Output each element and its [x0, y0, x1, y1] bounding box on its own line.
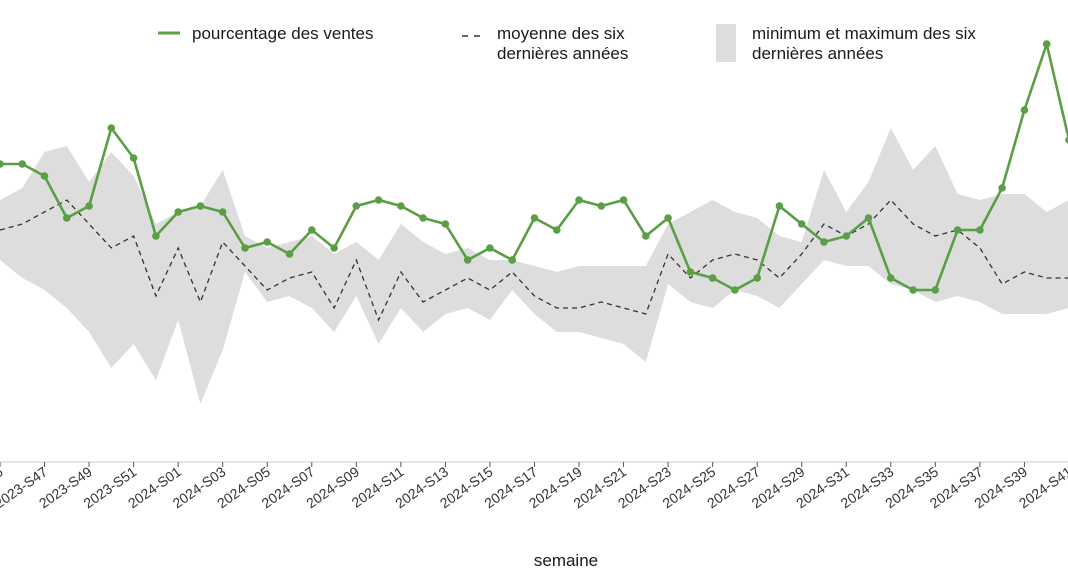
- sales-point: [1020, 106, 1029, 114]
- sales-point: [864, 214, 873, 222]
- sales-point: [285, 250, 294, 258]
- sales-point: [85, 202, 93, 210]
- sales-point: [18, 160, 27, 168]
- min-max-band-layer: [0, 128, 1068, 404]
- sales-point: [152, 232, 160, 240]
- legend-label-sales: pourcentage des ventes: [192, 24, 374, 43]
- sales-point: [441, 220, 450, 228]
- sales-point: [0, 160, 4, 168]
- sales-point: [374, 196, 383, 204]
- sales-point: [63, 214, 71, 222]
- sales-point: [575, 196, 583, 204]
- sales-point: [419, 214, 427, 222]
- sales-point: [508, 256, 516, 264]
- legend-swatch-band: [716, 24, 736, 62]
- sales-point: [664, 214, 672, 222]
- legend-label-band: minimum et maximum des six dernières ann…: [752, 24, 976, 63]
- sales-point: [820, 238, 828, 246]
- sales-point: [931, 286, 940, 294]
- sales-point: [330, 244, 338, 252]
- sales-point: [597, 202, 606, 210]
- sales-point: [775, 202, 784, 210]
- legend-item-sales: pourcentage des ventes: [156, 24, 373, 44]
- legend-item-mean: moyenne des six dernières années: [460, 24, 677, 64]
- x-axis: 2023-S452023-S472023-S492023-S512024-S01…: [0, 461, 1068, 511]
- sales-point: [686, 268, 695, 276]
- mean-line-layer: [0, 199, 1068, 322]
- mean-series-line: [0, 199, 1068, 322]
- x-axis-title: semaine: [534, 551, 598, 570]
- legend-label-mean: moyenne des six dernières années: [497, 24, 629, 63]
- sales-point: [263, 238, 272, 246]
- sales-point: [797, 220, 806, 228]
- sales-point: [196, 202, 205, 210]
- sales-line-layer: [0, 40, 1068, 294]
- sales-point: [731, 286, 739, 294]
- legend-swatch-sales: [158, 31, 180, 35]
- min-max-band: [0, 128, 1068, 404]
- sales-point: [530, 214, 539, 222]
- sales-point: [218, 208, 227, 216]
- sales-series-line: [0, 42, 1068, 292]
- sales-point: [909, 286, 917, 294]
- sales-point: [998, 184, 1006, 192]
- sales-point: [129, 154, 138, 162]
- sales-point: [463, 256, 472, 264]
- sales-point: [708, 274, 717, 282]
- sales-point: [308, 226, 316, 234]
- sales-point: [642, 232, 650, 240]
- sales-point: [1065, 136, 1068, 144]
- sales-point: [107, 124, 116, 132]
- legend-item-band: minimum et maximum des six dernières ann…: [716, 24, 1012, 64]
- sales-point: [842, 232, 851, 240]
- legend-swatch-mean: [462, 35, 484, 37]
- sales-point: [40, 172, 49, 180]
- sales-point: [352, 202, 361, 210]
- sales-point: [887, 274, 895, 282]
- sales-point: [241, 244, 249, 252]
- sales-point: [753, 274, 761, 282]
- sales-point: [619, 196, 628, 204]
- sales-point: [486, 244, 494, 252]
- sales-point: [553, 226, 561, 234]
- sales-point: [397, 202, 405, 210]
- sales-point: [1042, 40, 1051, 48]
- sales-point: [953, 226, 962, 234]
- sales-point: [174, 208, 182, 216]
- sales-point: [976, 226, 984, 234]
